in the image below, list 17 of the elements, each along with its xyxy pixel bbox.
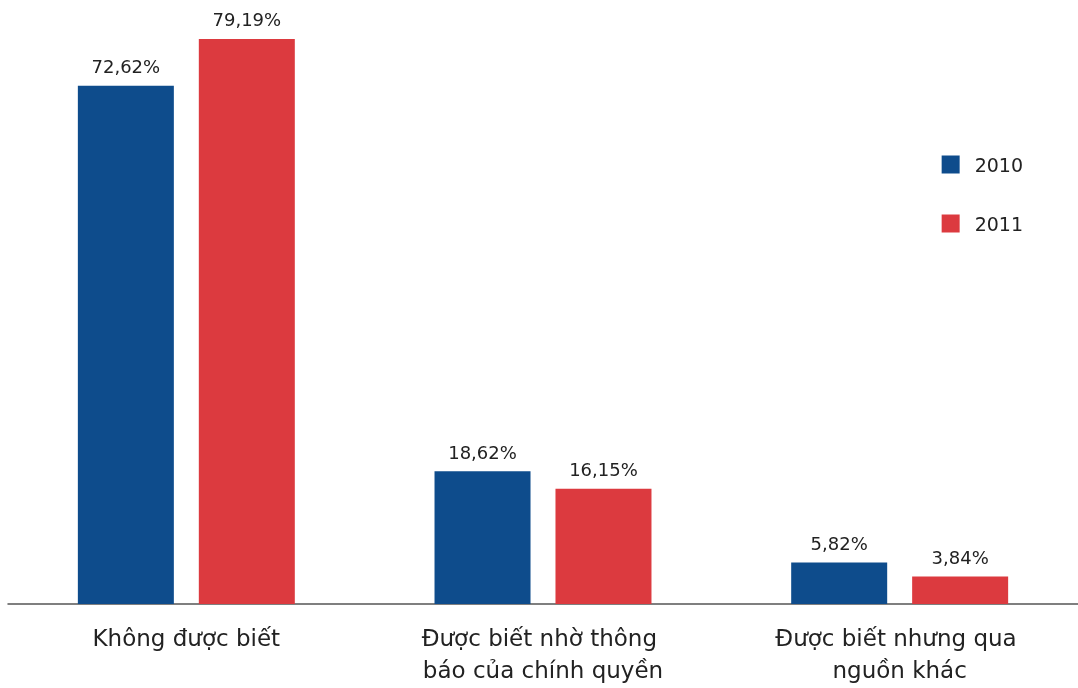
data-label: 79,19% [212, 9, 282, 31]
legend-label: 2011 [974, 212, 1024, 235]
data-label: 16,15% [569, 459, 638, 481]
bar [555, 488, 652, 604]
bar [434, 471, 531, 604]
data-label: 3,84% [931, 547, 989, 569]
data-label: 72,62% [91, 56, 161, 78]
legend-label: 2010 [974, 153, 1024, 176]
bar [198, 38, 295, 604]
x-tick-label: Được biết nhưng qua nguồn khác [775, 625, 1025, 683]
bar [77, 85, 174, 604]
bar [791, 562, 888, 604]
x-tick-label: Không được biết [92, 625, 281, 651]
data-label: 18,62% [448, 441, 517, 463]
bar [912, 576, 1009, 604]
data-label: 5,82% [810, 532, 868, 554]
x-tick-label: Được biết nhờ thông báo của chính quyền [421, 625, 665, 683]
